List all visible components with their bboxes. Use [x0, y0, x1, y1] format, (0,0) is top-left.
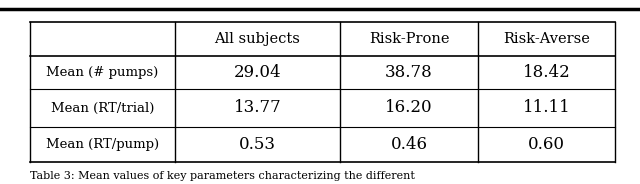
- Text: Risk-Averse: Risk-Averse: [503, 32, 590, 46]
- Text: 0.60: 0.60: [528, 136, 565, 153]
- Text: 38.78: 38.78: [385, 64, 433, 81]
- Text: 0.46: 0.46: [390, 136, 428, 153]
- Text: 16.20: 16.20: [385, 100, 433, 116]
- Text: Mean (RT/pump): Mean (RT/pump): [46, 138, 159, 151]
- Text: 29.04: 29.04: [234, 64, 282, 81]
- Text: 11.11: 11.11: [523, 100, 570, 116]
- Text: Mean (# pumps): Mean (# pumps): [46, 66, 159, 79]
- Text: 0.53: 0.53: [239, 136, 276, 153]
- Text: Mean (RT/trial): Mean (RT/trial): [51, 102, 154, 114]
- Text: Table 3: Mean values of key parameters characterizing the different: Table 3: Mean values of key parameters c…: [30, 171, 415, 181]
- Text: All subjects: All subjects: [214, 32, 300, 46]
- Text: 18.42: 18.42: [523, 64, 570, 81]
- Text: 13.77: 13.77: [234, 100, 282, 116]
- Text: Risk-Prone: Risk-Prone: [369, 32, 449, 46]
